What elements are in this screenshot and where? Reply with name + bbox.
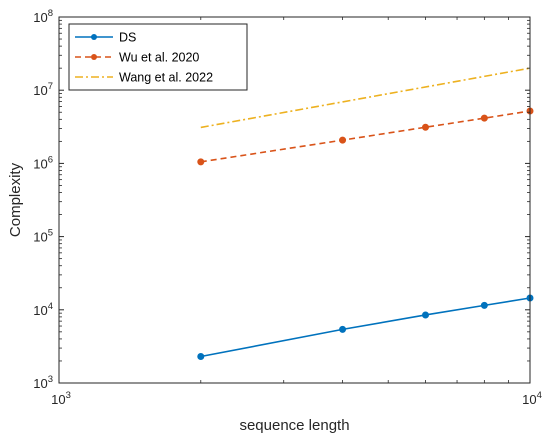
legend-label: Wu et al. 2020 (119, 51, 199, 65)
data-point (480, 114, 488, 122)
y-tick-label: 105 (33, 228, 53, 245)
data-point (339, 136, 347, 144)
y-tick-label: 106 (33, 154, 53, 171)
y-axis-label: Complexity (7, 162, 24, 237)
x-tick-label: 104 (522, 390, 542, 407)
legend-marker (91, 54, 97, 60)
y-tick-label: 103 (33, 374, 53, 391)
y-tick-label: 108 (33, 8, 53, 25)
y-tick-label: 104 (33, 301, 53, 318)
series-line-2 (200, 67, 531, 129)
x-tick-label: 103 (51, 390, 71, 407)
data-point (422, 311, 430, 319)
legend: DS Wu et al. 2020 Wang et al. 2022 (68, 23, 248, 91)
x-axis-label: sequence length (239, 417, 349, 434)
data-point (339, 325, 347, 333)
series-1 (197, 107, 534, 166)
data-point (197, 353, 205, 361)
series-line-1 (200, 110, 531, 163)
legend-marker (91, 34, 97, 40)
data-point (422, 123, 430, 131)
series-2 (200, 67, 531, 129)
y-tick-label: 107 (33, 81, 53, 98)
data-point (480, 301, 488, 309)
legend-label: DS (119, 31, 136, 45)
axes-box (58, 16, 531, 384)
series-0 (197, 294, 534, 361)
data-point (197, 158, 205, 166)
legend-label: Wang et al. 2022 (119, 71, 213, 85)
